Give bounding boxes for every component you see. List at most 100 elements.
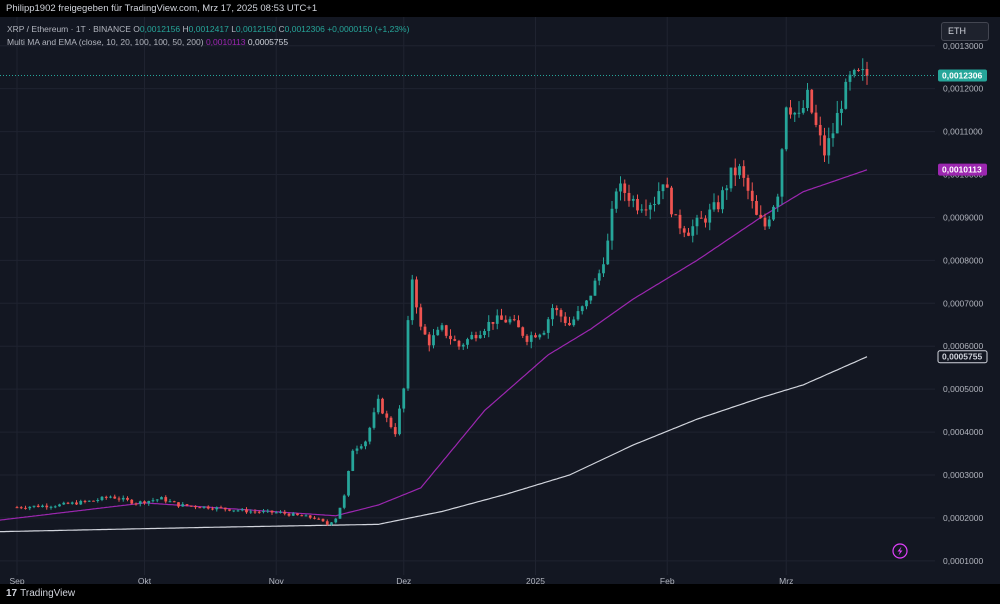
candle-body	[291, 513, 295, 516]
candle-body	[381, 398, 384, 414]
candle-body	[58, 504, 61, 507]
candle-body	[517, 320, 520, 328]
candle-body	[793, 112, 797, 115]
candle-body	[546, 319, 550, 333]
candle-body	[478, 335, 482, 339]
candle-body	[185, 504, 189, 506]
candle-body	[53, 506, 57, 508]
candle-body	[279, 511, 282, 513]
candle-body	[687, 232, 690, 236]
currency-button[interactable]: ETH	[941, 22, 989, 41]
y-tick-label: 0,0011000	[943, 127, 983, 137]
candle-body	[763, 217, 767, 227]
candle-body	[355, 448, 359, 451]
candle-body	[636, 198, 639, 211]
candle-body	[593, 280, 597, 296]
candle-body	[470, 335, 474, 340]
candle-body	[351, 450, 355, 471]
lightning-icon-circle	[892, 543, 908, 559]
candle-body	[648, 205, 652, 210]
x-tick-label: Nov	[269, 576, 285, 584]
candle-body	[806, 89, 809, 108]
lightning-icon-glyph	[897, 546, 903, 556]
candle-body	[130, 499, 134, 504]
candle-body	[215, 507, 219, 510]
indicator-label[interactable]: Multi MA and EMA (close, 10, 20, 100, 10…	[7, 37, 204, 47]
close-label: C	[278, 24, 285, 34]
low-label: L	[231, 24, 236, 34]
symbol-label[interactable]: XRP / Ethereum · 1T · BINANCE	[7, 24, 131, 34]
lightning-icon[interactable]	[892, 543, 908, 559]
candle-body	[36, 505, 40, 508]
candle-body	[789, 107, 792, 115]
candle-body	[75, 502, 78, 505]
candle-body	[865, 69, 869, 76]
candle-body	[270, 510, 274, 513]
candle-body	[321, 518, 325, 522]
candle-body	[15, 507, 19, 509]
candle-body	[296, 513, 299, 516]
candle-body	[342, 495, 346, 508]
candle-body	[750, 190, 754, 201]
candle-body	[194, 505, 197, 508]
candle-body	[223, 507, 227, 510]
candle-body	[716, 202, 720, 210]
candle-body	[211, 508, 214, 510]
candle-body	[109, 496, 112, 498]
tradingview-logo[interactable]: 17 TradingView	[6, 588, 75, 599]
candle-body	[440, 325, 444, 330]
candle-body	[772, 206, 775, 220]
ohlc-legend: XRP / Ethereum · 1T · BINANCE O0,0012156…	[7, 24, 409, 34]
candle-body	[487, 321, 491, 332]
candle-body	[19, 507, 23, 509]
candle-body	[529, 335, 533, 342]
candle-body	[504, 319, 508, 323]
tradingview-logo-mark: 17	[6, 588, 18, 599]
candle-body	[436, 329, 440, 336]
candle-body	[674, 214, 678, 216]
candle-body	[134, 503, 138, 505]
low-value: 0,0012150	[235, 24, 277, 34]
price-chart[interactable]: 0,00130000,00120000,00110000,00100000,00…	[0, 17, 1000, 584]
x-tick-label: Mrz	[779, 576, 793, 584]
close-value: 0,0012306	[284, 24, 325, 34]
candle-body	[372, 412, 376, 428]
candle-body	[457, 340, 461, 347]
x-tick-label: Sep	[9, 576, 24, 584]
candle-body	[572, 319, 576, 326]
price-marker-box	[937, 350, 988, 364]
candle-body	[245, 509, 248, 513]
candle-body	[32, 505, 36, 507]
candle-body	[393, 427, 397, 435]
candle-body	[168, 501, 172, 503]
time-axis[interactable]: Sep Okt Nov Dez 2025 Feb Mrz	[9, 576, 793, 584]
candle-body	[266, 510, 270, 512]
candle-body	[28, 506, 32, 509]
candle-body	[721, 190, 724, 210]
price-marker-box	[938, 163, 987, 176]
candle-body	[738, 166, 741, 176]
y-tick-label: 0,0006000	[943, 341, 983, 351]
candle-body	[759, 214, 763, 218]
price-axis[interactable]: 0,00130000,00120000,00110000,00100000,00…	[943, 41, 983, 566]
candle-body	[861, 69, 865, 71]
candle-body	[857, 70, 860, 72]
candle-body	[104, 496, 108, 498]
candle-body	[848, 74, 852, 82]
y-tick-label: 0,0002000	[943, 513, 983, 523]
candle-body	[45, 505, 49, 508]
candle-body	[712, 202, 716, 210]
candle-body	[164, 497, 168, 502]
candle-body	[113, 496, 117, 499]
candle-body	[657, 191, 661, 205]
candle-body	[415, 279, 418, 308]
grid-lines	[0, 17, 935, 575]
candle-body	[330, 522, 333, 525]
candle-body	[691, 226, 695, 236]
candle-body	[670, 187, 673, 215]
candle-body	[359, 446, 363, 449]
candle-body	[627, 192, 631, 201]
candle-body	[385, 413, 389, 418]
candle-body	[423, 326, 427, 335]
candle-body	[780, 149, 784, 197]
